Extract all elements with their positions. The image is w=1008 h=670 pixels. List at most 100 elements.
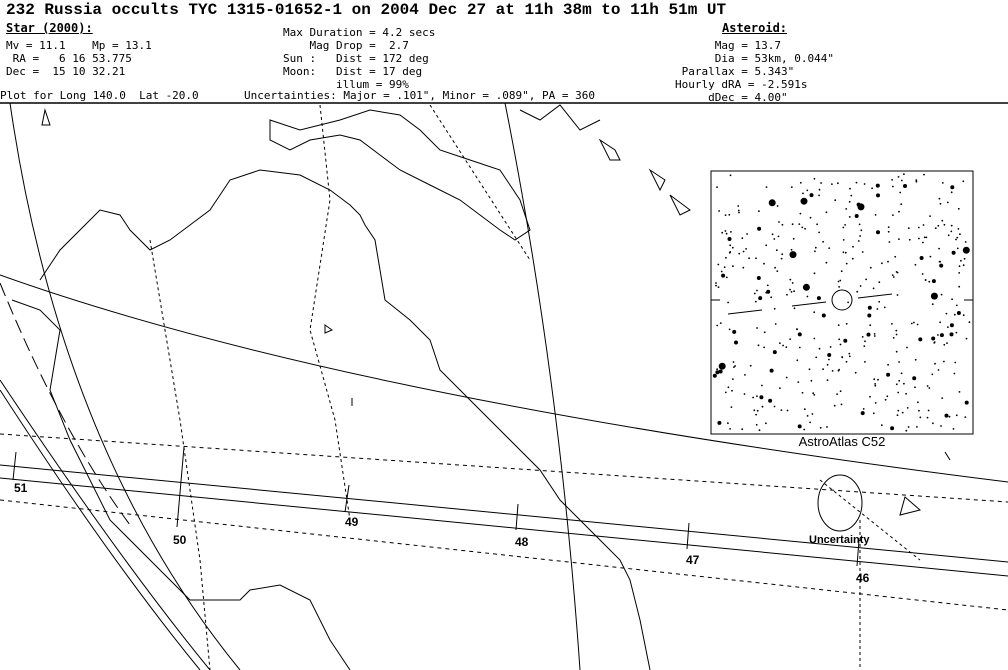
star-dot <box>878 281 881 284</box>
star-dot <box>873 333 876 335</box>
star-dot <box>717 286 720 288</box>
star-dot <box>874 214 877 216</box>
coastline-new-guinea <box>269 109 531 241</box>
star-dot <box>790 291 793 293</box>
star-dot <box>757 226 762 231</box>
star-dot <box>968 321 971 324</box>
star-dot <box>748 257 750 260</box>
star-dot <box>905 392 907 395</box>
coastlines <box>11 104 951 670</box>
star-dot <box>813 272 816 275</box>
star-dot <box>848 355 851 358</box>
star-dot <box>834 199 837 202</box>
mag-drop: Mag Drop = 2.7 <box>283 39 409 52</box>
star-dot <box>765 186 768 189</box>
star-dot <box>786 293 788 296</box>
star-dot <box>906 346 908 349</box>
star-dot <box>715 284 717 287</box>
star-dot <box>929 215 931 218</box>
star-dot <box>756 327 758 329</box>
star-dot <box>755 257 757 260</box>
star-dot <box>837 280 840 283</box>
star-dot <box>850 194 853 197</box>
star-dot <box>918 409 920 412</box>
star-dot <box>877 378 879 381</box>
star-dot <box>778 221 780 223</box>
star-dot <box>873 378 876 381</box>
star-dot <box>776 205 779 207</box>
star-dot <box>898 210 900 213</box>
star-dot <box>948 415 951 418</box>
star-dot <box>806 415 809 417</box>
star-dot <box>943 360 945 363</box>
star-dot <box>953 313 956 316</box>
star-dot <box>896 414 899 417</box>
star-dot <box>913 321 915 324</box>
star-dot <box>742 250 745 253</box>
star-dot <box>864 340 866 343</box>
star-dot <box>860 229 863 232</box>
star-dot <box>841 356 844 359</box>
star-dot <box>897 391 900 394</box>
sun-distance: Sun : Dist = 172 deg <box>283 52 429 65</box>
star-dot <box>959 233 961 236</box>
star-dot <box>721 273 726 278</box>
star-dot <box>852 245 854 248</box>
star-dot <box>895 329 898 332</box>
star-dot <box>964 416 967 418</box>
star-dot <box>781 253 784 256</box>
star-dot <box>724 230 727 232</box>
star-dot <box>914 386 916 389</box>
time-label: 51 <box>14 481 28 495</box>
star-dot <box>895 383 898 386</box>
star-dot <box>872 287 875 290</box>
star-dot <box>818 194 820 197</box>
star-dot <box>946 342 948 344</box>
star-dot <box>880 424 883 427</box>
star-dot <box>791 223 794 226</box>
star-dec: Dec = 15 10 32.21 <box>6 65 126 78</box>
star-dot <box>903 173 905 176</box>
star-dot <box>861 251 864 253</box>
star-dot <box>864 361 866 363</box>
star-dot <box>799 212 802 215</box>
star-ra: RA = 6 16 53.775 <box>6 52 132 65</box>
asteroid-track <box>857 293 893 299</box>
star-dot <box>842 239 845 241</box>
star-dot <box>914 358 917 361</box>
star-dot <box>938 247 940 250</box>
star-dot <box>809 193 814 198</box>
time-label: 48 <box>515 535 529 549</box>
star-dot <box>826 363 829 366</box>
star-dot <box>926 416 929 419</box>
star-dot <box>931 336 936 341</box>
star-dot <box>851 257 854 260</box>
star-dot <box>950 191 953 194</box>
star-dot <box>922 224 925 226</box>
star-dot <box>725 256 727 259</box>
star-dot <box>857 240 860 242</box>
star-dot <box>960 259 962 262</box>
star-dot <box>804 227 806 230</box>
star-dot <box>809 216 812 219</box>
star-dot <box>938 197 941 200</box>
star-dot <box>745 248 747 250</box>
star-dot <box>848 216 851 218</box>
star-dot <box>940 425 942 427</box>
star-dot <box>843 338 848 343</box>
star-dot <box>718 362 726 370</box>
star-dot <box>886 372 891 377</box>
star-dot <box>716 186 718 189</box>
limb-line <box>0 379 211 670</box>
star-dot <box>847 301 849 304</box>
star-dot <box>874 384 877 387</box>
uncertainty-ellipse <box>817 474 863 532</box>
star-dot <box>917 226 920 229</box>
star-dot <box>779 387 781 389</box>
star-dot <box>938 260 941 263</box>
star-dot <box>789 278 792 281</box>
star-dot <box>964 241 967 243</box>
star-dot <box>792 237 795 240</box>
limb-line <box>9 102 241 670</box>
star-mv-mp: Mv = 11.1 Mp = 13.1 <box>6 39 152 52</box>
